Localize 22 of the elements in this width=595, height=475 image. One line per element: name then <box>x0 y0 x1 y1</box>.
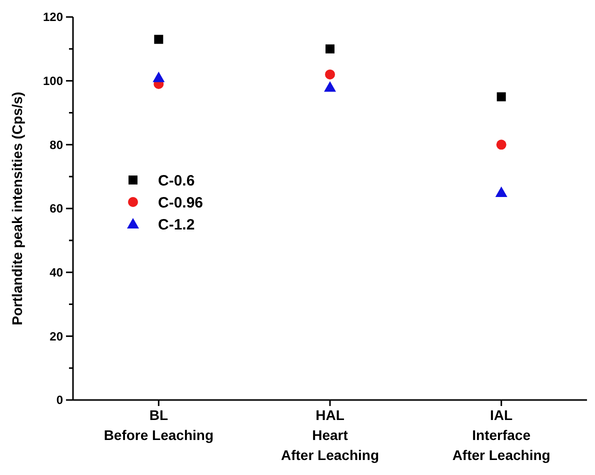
point <box>325 69 335 80</box>
y-tick-label: 20 <box>50 329 64 344</box>
point <box>496 92 506 102</box>
x-tick-label: BL Before Leaching <box>104 407 214 443</box>
legend-label: C-0.6 <box>158 172 195 190</box>
x-tick-label: HAL Heart After Leaching <box>280 407 380 463</box>
y-tick-label: 60 <box>50 202 64 216</box>
x-tick-label: IAL Interface After Leaching <box>452 407 550 463</box>
y-tick-label: 100 <box>42 74 64 88</box>
point <box>326 44 334 54</box>
point <box>152 72 165 82</box>
legend-label: C-0.96 <box>158 194 204 212</box>
point <box>324 81 336 92</box>
point <box>495 186 508 198</box>
point <box>154 34 164 44</box>
point <box>496 140 506 150</box>
y-tick-label: 120 <box>42 10 64 24</box>
y-tick-label: 80 <box>50 138 64 152</box>
y-tick-label: 40 <box>50 266 64 280</box>
y-axis-title: Portlandite peak intensities (Cps/s) <box>9 92 25 326</box>
legend-label: C-1.2 <box>158 216 195 234</box>
y-tick-label: 0 <box>56 393 64 408</box>
